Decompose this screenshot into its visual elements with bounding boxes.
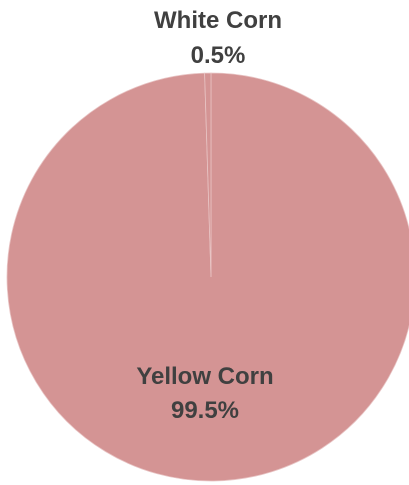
pie-slices	[6, 72, 409, 482]
yellow-corn-label: Yellow Corn	[136, 363, 273, 390]
pie-slice-white-corn	[204, 72, 212, 278]
white-corn-percent: 0.5%	[191, 42, 246, 69]
yellow-corn-percent: 99.5%	[171, 397, 239, 424]
white-corn-label: White Corn	[154, 7, 282, 34]
pie-slice-yellow-corn	[6, 72, 409, 482]
